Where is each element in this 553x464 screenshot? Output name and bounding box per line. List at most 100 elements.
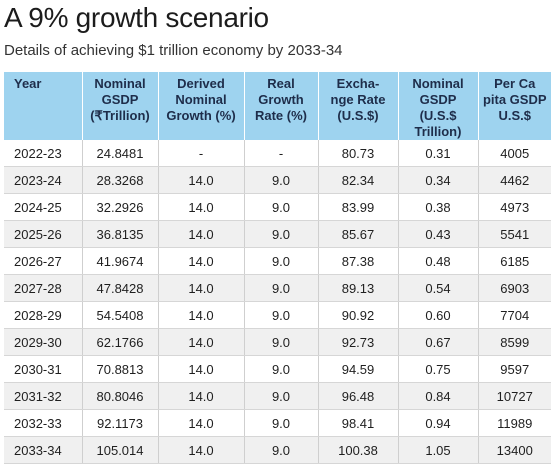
table-cell: 90.92 bbox=[318, 301, 399, 329]
column-header-line: Trillion) bbox=[414, 124, 462, 139]
column-header-line: Nominal bbox=[175, 92, 227, 107]
table-cell: 98.41 bbox=[318, 409, 399, 437]
table-cell: 83.99 bbox=[318, 193, 399, 221]
table-row: 2030-31 70.8813 14.0 9.0 94.59 0.75 9597 bbox=[4, 355, 551, 383]
table-cell: 105.014 bbox=[82, 436, 159, 464]
table-cell: 0.75 bbox=[398, 355, 479, 383]
table-cell: 9.0 bbox=[244, 328, 319, 356]
table-cell: 13400 bbox=[478, 436, 551, 464]
table-cell: 10727 bbox=[478, 382, 551, 410]
year-cell: 2023-24 bbox=[4, 166, 83, 194]
table-cell: 28.3268 bbox=[82, 166, 159, 194]
table-cell: 14.0 bbox=[158, 193, 245, 221]
column-header-line: (₹Trillion) bbox=[90, 108, 150, 123]
column-header-line: GSDP (U.S.$ bbox=[419, 92, 457, 123]
table-cell: 9.0 bbox=[244, 193, 319, 221]
column-header: Nominal GSDP (₹Trillion) bbox=[82, 72, 159, 140]
column-header: Derived Nominal Growth (%) bbox=[158, 72, 245, 140]
table-cell: 9.0 bbox=[244, 409, 319, 437]
table-cell: 92.1173 bbox=[82, 409, 159, 437]
table-cell: 14.0 bbox=[158, 274, 245, 302]
table-row: 2022-23 24.8481- -80.73 0.31 4005 bbox=[4, 140, 551, 167]
table-cell: 0.34 bbox=[398, 166, 479, 194]
year-cell: 2031-32 bbox=[4, 382, 83, 410]
table-cell: 0.38 bbox=[398, 193, 479, 221]
table-cell: 14.0 bbox=[158, 220, 245, 248]
table-cell: 9597 bbox=[478, 355, 551, 383]
year-cell: 2022-23 bbox=[4, 140, 83, 167]
column-header: Real Growth Rate (%) bbox=[244, 72, 319, 140]
table-cell: 14.0 bbox=[158, 355, 245, 383]
growth-table: Year Nominal GSDP (₹Trillion) Derived Nominal… bbox=[4, 72, 551, 464]
table-cell: 94.59 bbox=[318, 355, 399, 383]
table-cell: 9.0 bbox=[244, 220, 319, 248]
table-cell: 0.67 bbox=[398, 328, 479, 356]
table-cell: - bbox=[158, 140, 245, 167]
table-cell: 9.0 bbox=[244, 436, 319, 464]
table-cell: 96.48 bbox=[318, 382, 399, 410]
table-cell: 9.0 bbox=[244, 247, 319, 275]
table-cell: 70.8813 bbox=[82, 355, 159, 383]
column-header-line: Real bbox=[267, 76, 295, 91]
table-cell: 80.8046 bbox=[82, 382, 159, 410]
column-header-line: Growth bbox=[258, 92, 304, 107]
table-cell: 92.73 bbox=[318, 328, 399, 356]
table-cell: 62.1766 bbox=[82, 328, 159, 356]
table-cell: 5541 bbox=[478, 220, 551, 248]
column-header-line: Derived bbox=[177, 76, 225, 91]
column-header-line: U.S.$ bbox=[498, 108, 531, 123]
year-cell: 2024-25 bbox=[4, 193, 83, 221]
page-title: A 9% growth scenario bbox=[4, 2, 269, 33]
table-row: 2025-26 36.8135 14.0 9.0 85.67 0.43 5541 bbox=[4, 220, 551, 248]
table-cell: 14.0 bbox=[158, 166, 245, 194]
table-row: 2023-24 28.3268 14.0 9.0 82.34 0.34 4462 bbox=[4, 166, 551, 194]
table-cell: 0.48 bbox=[398, 247, 479, 275]
column-header-line: pita GSDP bbox=[482, 92, 547, 107]
table-cell: 0.84 bbox=[398, 382, 479, 410]
year-cell: 2033-34 bbox=[4, 436, 83, 464]
table-cell: 87.38 bbox=[318, 247, 399, 275]
table-cell: 14.0 bbox=[158, 409, 245, 437]
column-header-line: Rate (%) bbox=[254, 108, 307, 123]
table-cell: 14.0 bbox=[158, 382, 245, 410]
table-cell: 0.54 bbox=[398, 274, 479, 302]
column-header: Year bbox=[4, 72, 83, 140]
table-cell: 9.0 bbox=[244, 301, 319, 329]
table-row: 2033-34 105.014 14.0 9.0 100.38 1.05 13400 bbox=[4, 436, 551, 464]
table-cell: 9.0 bbox=[244, 274, 319, 302]
table-cell: 41.9674 bbox=[82, 247, 159, 275]
table-cell: 0.60 bbox=[398, 301, 479, 329]
table-cell: 54.5408 bbox=[82, 301, 159, 329]
table-cell: 9.0 bbox=[244, 382, 319, 410]
page-subtitle: Details of achieving $1 trillion economy… bbox=[4, 42, 343, 59]
table-cell: 4973 bbox=[478, 193, 551, 221]
table-cell: 9.0 bbox=[244, 166, 319, 194]
year-cell: 2026-27 bbox=[4, 247, 83, 275]
column-header-line: Per Ca bbox=[494, 76, 536, 91]
table-cell: 1.05 bbox=[398, 436, 479, 464]
year-cell: 2032-33 bbox=[4, 409, 83, 437]
table-cell: - bbox=[244, 140, 319, 167]
year-cell: 2028-29 bbox=[4, 301, 83, 329]
table-row: 2032-33 92.1173 14.0 9.0 98.41 0.94 11989 bbox=[4, 409, 551, 437]
table-row: 2031-32 80.8046 14.0 9.0 96.48 0.84 10727 bbox=[4, 382, 551, 410]
table-row: 2024-25 32.2926 14.0 9.0 83.99 0.38 4973 bbox=[4, 193, 551, 221]
table-cell: 4005 bbox=[478, 140, 551, 167]
table-cell: 82.34 bbox=[318, 166, 399, 194]
table-cell: 14.0 bbox=[158, 436, 245, 464]
column-header: Per Ca pita GSDP U.S.$ bbox=[478, 72, 551, 140]
table-cell: 6903 bbox=[478, 274, 551, 302]
table-cell: 9.0 bbox=[244, 355, 319, 383]
table-cell: 0.94 bbox=[398, 409, 479, 437]
column-header-line: Year bbox=[14, 76, 42, 91]
table-cell: 8599 bbox=[478, 328, 551, 356]
table-header-row: Year Nominal GSDP (₹Trillion) Derived Nominal… bbox=[4, 72, 551, 140]
table-row: 2027-28 47.8428 14.0 9.0 89.13 0.54 6903 bbox=[4, 274, 551, 302]
table-cell: 100.38 bbox=[318, 436, 399, 464]
year-cell: 2030-31 bbox=[4, 355, 83, 383]
table-cell: 7704 bbox=[478, 301, 551, 329]
column-header-line: Nominal bbox=[94, 76, 146, 91]
table-cell: 4462 bbox=[478, 166, 551, 194]
table-cell: 14.0 bbox=[158, 328, 245, 356]
table-cell: 85.67 bbox=[318, 220, 399, 248]
